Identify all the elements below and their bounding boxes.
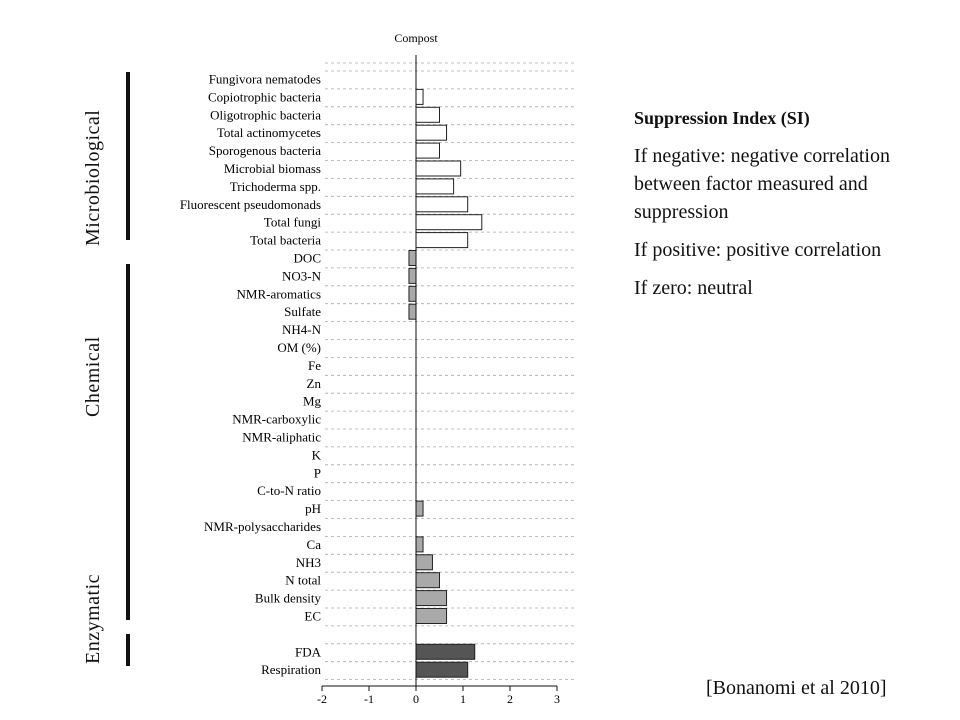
bar-ca bbox=[415, 536, 424, 553]
category-label: Bulk density bbox=[255, 591, 322, 606]
category-label: Fluorescent pseudomonads bbox=[180, 197, 321, 212]
chart-title: Compost bbox=[394, 31, 438, 45]
category-label: pH bbox=[305, 501, 321, 516]
category-label: C-to-N ratio bbox=[257, 483, 321, 498]
category-label: Oligotrophic bacteria bbox=[210, 107, 321, 122]
bar-total-actinomycetes bbox=[415, 124, 448, 141]
bar-n-total bbox=[415, 572, 440, 589]
category-label: Total bacteria bbox=[250, 233, 321, 248]
chemical-bracket bbox=[126, 264, 130, 620]
category-label: Ca bbox=[307, 537, 322, 552]
category-label: Total actinomycetes bbox=[217, 125, 321, 140]
category-label: Total fungi bbox=[264, 215, 322, 230]
bar-trichoderma-spp- bbox=[415, 178, 455, 195]
category-label: NH4-N bbox=[282, 322, 322, 337]
category-label: NMR-carboxylic bbox=[232, 412, 321, 427]
bar-bulk-density bbox=[415, 590, 448, 607]
category-label: P bbox=[314, 465, 321, 480]
category-label: EC bbox=[304, 609, 321, 624]
category-label: NMR-aromatics bbox=[237, 286, 321, 301]
panel-title: Suppression Index (SI) bbox=[634, 108, 810, 128]
category-label: NMR-polysaccharides bbox=[204, 519, 321, 534]
category-label: Respiration bbox=[261, 662, 321, 677]
suppression-index-panel: Suppression Index (SI) If negative: nega… bbox=[634, 104, 904, 312]
category-label: DOC bbox=[294, 251, 321, 266]
category-label: NMR-aliphatic bbox=[242, 430, 321, 445]
x-tick-label: 0 bbox=[413, 692, 419, 706]
bar-total-fungi bbox=[415, 214, 483, 231]
category-label: N total bbox=[285, 573, 321, 588]
x-tick-label: -2 bbox=[317, 692, 327, 706]
category-label: NO3-N bbox=[282, 268, 322, 283]
x-tick-label: 1 bbox=[460, 692, 466, 706]
bar-ph bbox=[415, 500, 424, 517]
bar-sporogenous-bacteria bbox=[415, 142, 440, 159]
x-tick-label: 3 bbox=[554, 692, 560, 706]
category-label: Fungivora nematodes bbox=[209, 72, 321, 87]
category-label: K bbox=[312, 447, 322, 462]
bar-fluorescent-pseudomonads bbox=[415, 196, 469, 213]
enzymatic-bracket bbox=[126, 634, 130, 666]
panel-negative-text: If negative: negative correlation betwee… bbox=[634, 145, 890, 223]
bar-no3-n bbox=[408, 267, 417, 284]
microbiological-bracket bbox=[126, 72, 130, 240]
bar-doc bbox=[408, 250, 417, 266]
citation: [Bonanomi et al 2010] bbox=[706, 677, 887, 699]
bar-respiration bbox=[415, 661, 469, 678]
category-label: NH3 bbox=[296, 555, 321, 570]
category-label: Trichoderma spp. bbox=[230, 179, 321, 194]
category-label: Sulfate bbox=[284, 304, 321, 319]
bar-copiotrophic-bacteria bbox=[415, 88, 424, 105]
bar-nmr-aromatics bbox=[408, 285, 417, 302]
category-label: Sporogenous bacteria bbox=[209, 143, 322, 158]
bar-fda bbox=[415, 643, 476, 660]
panel-positive-text: If positive: positive correlation bbox=[634, 239, 882, 261]
category-label: FDA bbox=[295, 644, 322, 659]
x-tick-label: 2 bbox=[507, 692, 513, 706]
bar-total-bacteria bbox=[415, 232, 469, 249]
bar-microbial-biomass bbox=[415, 160, 462, 177]
side-label-enzymatic: Enzymatic bbox=[82, 573, 104, 664]
x-tick-label: -1 bbox=[364, 692, 374, 706]
bar-sulfate bbox=[408, 303, 417, 320]
category-label: Mg bbox=[303, 394, 322, 409]
panel-zero-text: If zero: neutral bbox=[634, 277, 753, 299]
category-label: Fe bbox=[308, 358, 321, 373]
bar-oligotrophic-bacteria bbox=[415, 106, 440, 123]
category-label: OM (%) bbox=[277, 340, 321, 355]
category-label: Copiotrophic bacteria bbox=[208, 89, 321, 104]
category-label: Zn bbox=[307, 376, 322, 391]
bar-ec bbox=[415, 608, 448, 624]
side-label-microbiological: Microbiological bbox=[82, 109, 104, 246]
bar-nh3 bbox=[415, 554, 433, 571]
side-label-chemical: Chemical bbox=[82, 336, 104, 417]
category-label: Microbial biomass bbox=[224, 161, 321, 176]
